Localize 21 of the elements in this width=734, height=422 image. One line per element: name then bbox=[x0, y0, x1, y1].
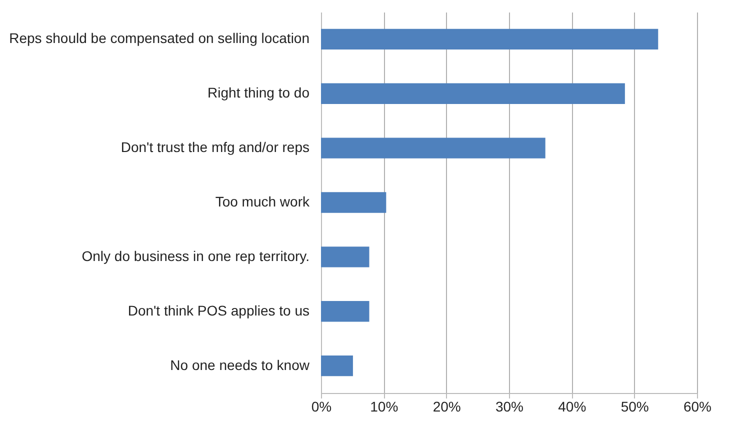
x-tick-label: 30% bbox=[495, 398, 524, 414]
x-tick-label: 40% bbox=[558, 398, 586, 414]
bar bbox=[321, 28, 658, 50]
bar bbox=[321, 192, 386, 213]
bar bbox=[321, 83, 625, 104]
bar bbox=[321, 246, 370, 268]
y-tick-label: Reps should be compensated on selling location bbox=[9, 30, 310, 46]
bar bbox=[321, 355, 353, 376]
y-tick-label: Only do business in one rep territory. bbox=[82, 248, 310, 264]
y-tick-label: No one needs to know bbox=[170, 356, 310, 373]
y-tick-label: Don't think POS applies to us bbox=[128, 302, 310, 318]
bar bbox=[321, 301, 370, 322]
x-tick-label: 20% bbox=[432, 398, 461, 414]
y-tick-label: Don't trust the mfg and/or reps bbox=[120, 139, 310, 156]
x-tick-label: 10% bbox=[370, 398, 398, 414]
x-tick-label: 50% bbox=[620, 398, 649, 414]
x-tick-label: 0% bbox=[311, 398, 332, 414]
x-tick-label: 60% bbox=[683, 398, 712, 414]
y-tick-label: Too much work bbox=[215, 194, 310, 210]
bar bbox=[321, 138, 546, 158]
y-tick-label: Right thing to do bbox=[208, 84, 310, 101]
